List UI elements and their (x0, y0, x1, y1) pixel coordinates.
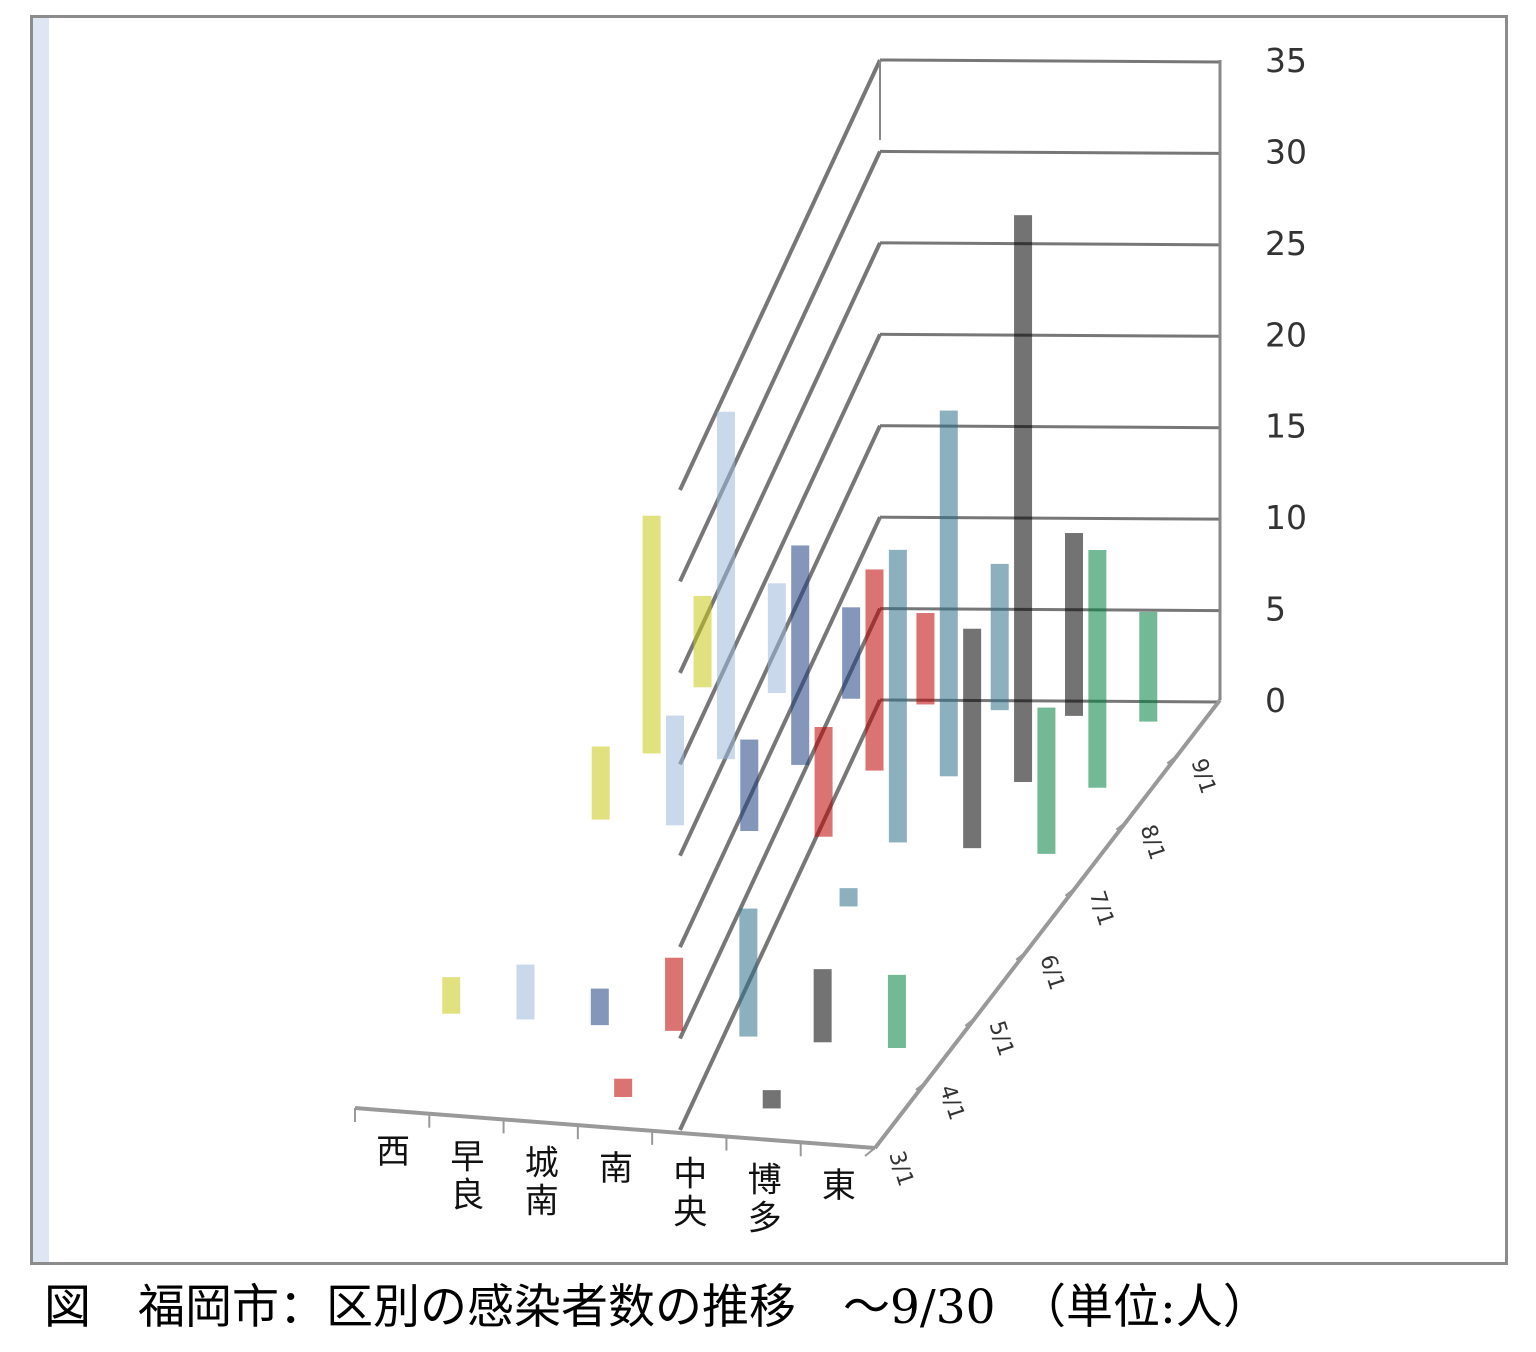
date-axis (873, 698, 1222, 1150)
category-label: 城南 (525, 1143, 559, 1221)
y-tick-label: 15 (1265, 407, 1307, 446)
date-tick-label: 3/1 (883, 1148, 918, 1189)
bar (665, 957, 684, 1031)
gridline-side (879, 698, 1221, 704)
gridline-side (879, 149, 1221, 155)
bars (442, 215, 1158, 1109)
gridline (678, 699, 882, 1131)
y-tick-label: 10 (1265, 498, 1307, 537)
chart-caption: 図 福岡市：区別の感染者数の推移 ～9/30 （単位:人） (44, 1280, 1270, 1335)
date-tick (864, 1147, 876, 1157)
bar (791, 545, 810, 765)
bar (591, 746, 610, 820)
category-label-char: 南 (599, 1149, 633, 1189)
date-tick-label: 7/1 (1084, 888, 1119, 929)
bar (939, 410, 958, 777)
gridline (678, 242, 882, 674)
date-tick-label: 9/1 (1186, 756, 1221, 797)
category-label-char: 城 (525, 1143, 559, 1183)
bar (887, 974, 906, 1048)
category-label-char: 西 (376, 1132, 410, 1172)
y-tick-label: 35 (1265, 41, 1307, 80)
bar (666, 715, 684, 826)
bar (1014, 215, 1033, 783)
bar (963, 628, 982, 849)
category-label-char: 央 (673, 1193, 707, 1233)
category-axis (354, 1106, 876, 1150)
date-tick (915, 1081, 927, 1091)
bar (814, 727, 833, 837)
gridline-side (879, 607, 1221, 613)
y-tick-label: 30 (1265, 132, 1307, 171)
date-tick-label: 4/1 (934, 1082, 969, 1123)
gridline-side (879, 515, 1221, 521)
bar (716, 411, 735, 760)
date-tick-label: 5/1 (984, 1018, 1019, 1059)
bar (642, 515, 661, 754)
category-label: 東 (822, 1166, 856, 1206)
bar (762, 1090, 781, 1109)
category-label: 中央 (673, 1155, 707, 1233)
gridline (678, 333, 882, 766)
bar (590, 988, 609, 1026)
bar (740, 739, 759, 832)
y-tick-label: 25 (1265, 224, 1307, 263)
gridline-side (879, 58, 1221, 64)
category-label-char: 早 (450, 1138, 484, 1178)
date-tick-label: 6/1 (1034, 952, 1069, 993)
category-label-char: 博 (748, 1160, 782, 1200)
category-label-char: 東 (822, 1166, 856, 1206)
bar (1037, 707, 1056, 854)
date-tick (1015, 950, 1027, 961)
bar (739, 908, 758, 1037)
date-tick (1115, 820, 1127, 831)
gridline (678, 150, 882, 583)
category-label: 西 (376, 1132, 410, 1172)
date-tick (964, 1017, 976, 1027)
bar (1088, 550, 1107, 788)
gridline (678, 59, 882, 491)
bar (614, 1078, 633, 1097)
date-tick (1064, 886, 1077, 897)
bar (888, 549, 907, 843)
bar (813, 969, 832, 1043)
gridline-side (879, 332, 1221, 338)
y-tick-label: 5 (1265, 590, 1286, 629)
bar (916, 613, 935, 705)
bar (865, 569, 884, 771)
date-tick (1166, 754, 1178, 765)
gridline (678, 516, 882, 948)
category-label-char: 多 (748, 1198, 782, 1238)
bar (1139, 611, 1158, 722)
frame-accent (33, 18, 49, 1262)
bar (442, 977, 461, 1014)
y-tick-label: 20 (1265, 315, 1307, 354)
gridline-side (879, 424, 1221, 430)
category-label-char: 中 (673, 1155, 707, 1195)
date-tick-label: 8/1 (1135, 822, 1170, 863)
bar (693, 595, 712, 688)
bar (842, 607, 861, 699)
bar (839, 888, 858, 907)
category-label-char: 良 (450, 1176, 484, 1216)
bar (767, 583, 786, 694)
category-label: 南 (599, 1149, 633, 1189)
y-tick-label: 0 (1265, 681, 1286, 720)
axes (354, 60, 1222, 1157)
bar (1065, 533, 1083, 716)
gridline-side (879, 241, 1221, 247)
bar (516, 964, 535, 1020)
category-label: 早良 (450, 1138, 484, 1216)
bar (990, 563, 1009, 711)
category-label-char: 南 (525, 1181, 559, 1221)
category-label: 博多 (748, 1160, 782, 1238)
